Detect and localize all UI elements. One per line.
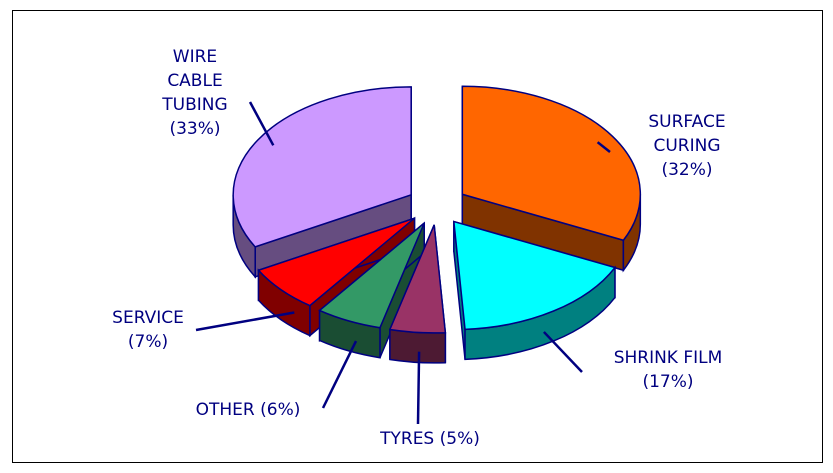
- slice: [453, 220, 617, 331]
- category-label: SURFACE CURING: [648, 112, 726, 156]
- slice: [388, 224, 447, 334]
- category-label: WIRE CABLE TUBING: [162, 47, 228, 115]
- slice: [461, 85, 642, 242]
- value-label: (5%): [439, 429, 480, 449]
- leader-line: [195, 311, 295, 332]
- slice-label: SHRINK FILM (17%): [603, 346, 733, 394]
- slice-wall: [389, 328, 447, 364]
- value-label: (32%): [661, 160, 713, 180]
- leader-line: [248, 101, 275, 146]
- value-label: (6%): [260, 400, 301, 420]
- slice-label: OTHER (6%): [168, 398, 328, 422]
- slice-label: WIRE CABLE TUBING (33%): [150, 45, 240, 141]
- category-label: OTHER: [195, 400, 255, 420]
- leader-line: [321, 340, 358, 409]
- value-label: (33%): [169, 119, 221, 139]
- leader-line: [416, 351, 421, 425]
- category-label: SERVICE: [112, 308, 184, 328]
- slice: [232, 86, 412, 248]
- slice: [318, 222, 425, 329]
- leader-line: [596, 141, 611, 153]
- category-label: TYRES: [380, 429, 435, 449]
- slice: [257, 217, 415, 307]
- slice-label: SERVICE (7%): [98, 306, 198, 354]
- leader-line: [543, 331, 583, 373]
- value-label: (7%): [127, 332, 169, 352]
- category-label: SHRINK FILM: [613, 348, 723, 368]
- value-label: (17%): [642, 372, 694, 392]
- slice-label: TYRES (5%): [360, 427, 500, 451]
- slice-label: SURFACE CURING (32%): [627, 110, 747, 182]
